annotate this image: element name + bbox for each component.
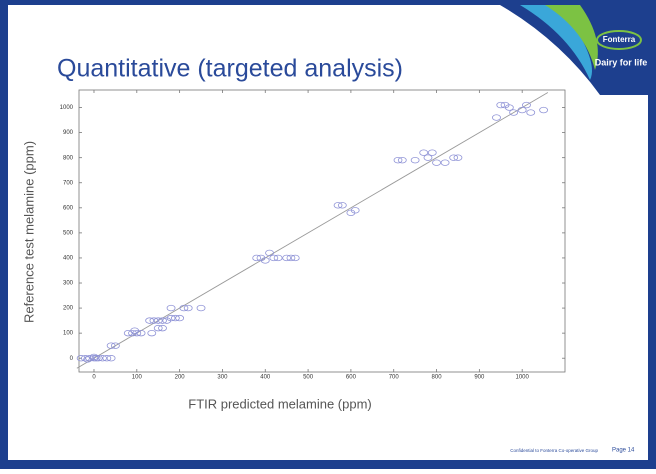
- point: [427, 149, 437, 156]
- reference-line: [76, 92, 549, 369]
- point: [175, 314, 185, 322]
- point: [269, 254, 279, 262]
- x-tick-label: 100: [132, 375, 143, 381]
- x-tick-label: 1000: [516, 375, 530, 381]
- logo-tagline: Dairy for life: [595, 57, 648, 67]
- point: [260, 257, 270, 264]
- point: [333, 202, 343, 209]
- y-tick-label: 200: [63, 306, 74, 312]
- y-tick-label: 100: [63, 331, 74, 337]
- point: [98, 355, 107, 362]
- point: [166, 314, 176, 322]
- x-tick-label: 200: [175, 375, 186, 381]
- point: [106, 355, 116, 362]
- logo-swoosh: [545, 5, 598, 70]
- y-tick-label: 900: [63, 130, 74, 136]
- y-tick-label: 800: [63, 155, 74, 161]
- point: [158, 324, 167, 332]
- point: [196, 304, 206, 312]
- slide-body: [8, 5, 648, 460]
- point: [449, 154, 459, 161]
- logo-swoosh: [520, 5, 592, 80]
- x-axis-label: FTIR predicted melamine (ppm): [188, 396, 372, 411]
- logo-badge: [596, 30, 642, 50]
- y-tick-label: 400: [63, 256, 74, 262]
- point: [290, 254, 300, 262]
- point: [509, 109, 519, 116]
- point: [397, 156, 407, 164]
- y-tick-label: 0: [70, 356, 74, 362]
- x-tick-label: 600: [346, 375, 357, 381]
- x-tick-label: 700: [389, 375, 400, 381]
- point: [179, 304, 189, 312]
- point: [265, 249, 274, 257]
- point: [145, 317, 155, 324]
- point: [432, 159, 441, 166]
- point: [419, 149, 429, 156]
- point: [496, 101, 506, 109]
- point: [153, 324, 163, 332]
- point: [158, 317, 167, 324]
- point: [517, 106, 527, 114]
- x-tick-label: 0: [92, 375, 96, 381]
- point: [440, 159, 450, 166]
- point: [273, 254, 283, 262]
- footer-page: Page 14: [612, 448, 635, 454]
- point: [286, 254, 296, 262]
- point: [81, 355, 90, 362]
- point: [252, 254, 262, 262]
- point: [504, 104, 514, 111]
- point: [85, 355, 95, 362]
- point: [130, 327, 140, 334]
- point: [350, 207, 360, 214]
- point: [282, 254, 292, 262]
- point: [337, 202, 347, 209]
- point: [76, 355, 86, 362]
- point: [183, 304, 193, 312]
- point: [522, 101, 531, 109]
- point: [453, 154, 463, 161]
- point: [423, 154, 433, 161]
- y-tick-label: 500: [63, 230, 74, 236]
- point: [539, 106, 548, 114]
- point: [93, 355, 103, 362]
- point: [89, 353, 99, 361]
- y-axis-label: Reference test melamine (ppm): [21, 141, 36, 323]
- plot-frame: [78, 89, 566, 373]
- point: [526, 109, 536, 116]
- point: [492, 114, 501, 121]
- y-tick-label: 700: [63, 180, 74, 186]
- y-tick-label: 1000: [60, 105, 74, 111]
- x-tick-label: 800: [432, 375, 443, 381]
- point: [147, 329, 157, 337]
- y-tick-label: 300: [63, 281, 74, 287]
- point: [410, 156, 420, 164]
- x-tick-label: 900: [474, 375, 485, 381]
- footer-note: Confidential to Fonterra Co-operative Gr…: [510, 448, 598, 453]
- point: [170, 314, 180, 322]
- x-tick-label: 500: [303, 375, 314, 381]
- point: [153, 317, 163, 324]
- plot: 0 100 200 300 400 500 600 700 800 900 1000 0 100 200 3…: [60, 89, 566, 381]
- logo-name: Fonterra: [603, 35, 636, 44]
- x-tick-label: 300: [217, 375, 228, 381]
- point: [166, 304, 176, 312]
- chart-title: Quantitative (targeted analysis): [57, 55, 403, 83]
- point: [149, 317, 159, 324]
- point: [102, 355, 112, 362]
- x-tick-label: 400: [260, 375, 271, 381]
- point: [110, 342, 120, 349]
- point: [106, 342, 116, 349]
- point: [393, 156, 403, 164]
- y-tick-label: 600: [63, 205, 74, 211]
